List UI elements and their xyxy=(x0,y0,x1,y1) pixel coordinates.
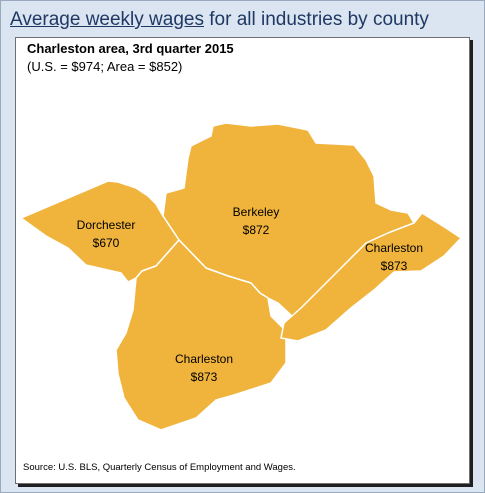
map-subtitle: Charleston area, 3rd quarter 2015 xyxy=(27,41,234,56)
title-rest: for all industries by county xyxy=(203,9,429,30)
label-berkeley-wage: $872 xyxy=(243,223,270,237)
source-note: Source: U.S. BLS, Quarterly Census of Em… xyxy=(23,462,296,473)
map-panel: Charleston area, 3rd quarter 2015 (U.S. … xyxy=(15,37,470,484)
map-note: (U.S. = $974; Area = $852) xyxy=(27,59,183,74)
label-dorchester-name: Dorchester xyxy=(77,218,136,232)
label-charleston-east-wage: $873 xyxy=(381,259,408,273)
label-berkeley-name: Berkeley xyxy=(233,205,280,219)
title-underlined-part: Average weekly wages xyxy=(10,9,204,30)
label-dorchester-wage: $670 xyxy=(93,236,120,250)
label-charleston-east-name: Charleston xyxy=(365,241,423,255)
figure-title: Average weekly wages for all industries … xyxy=(10,9,429,31)
county-map: Dorchester $670 Berkeley $872 Charleston… xyxy=(20,122,462,431)
label-charleston-south-wage: $873 xyxy=(191,370,218,384)
county-charleston-south xyxy=(115,239,287,431)
county-charleston-east xyxy=(280,212,462,342)
label-charleston-south-name: Charleston xyxy=(175,352,233,366)
